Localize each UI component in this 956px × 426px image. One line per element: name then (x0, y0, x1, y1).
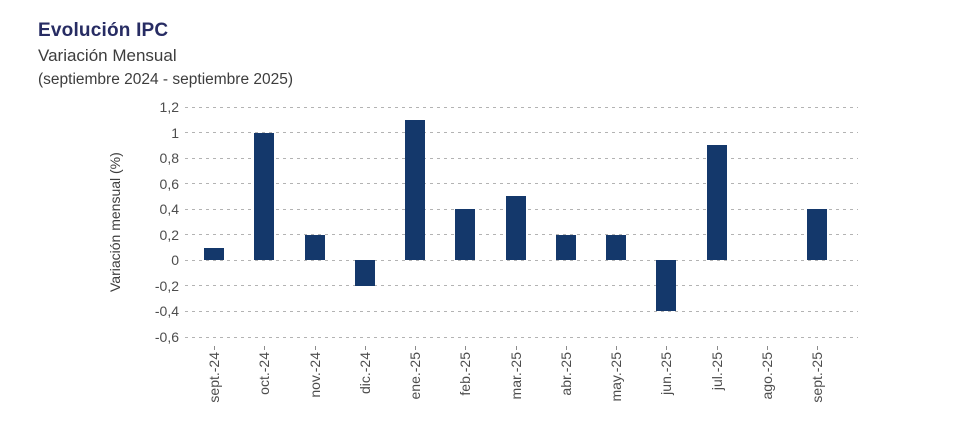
x-label-dic-24: dic.-24 (356, 352, 373, 395)
x-label-sept-24: sept.-24 (206, 352, 222, 403)
x-label-jun-25: jun.-25 (658, 352, 675, 395)
x-tick-sept-24 (214, 346, 215, 350)
x-tick-feb-25 (465, 346, 467, 350)
y-tick-0-2: 0,2 (159, 226, 179, 243)
gridline-0 (185, 259, 858, 261)
chart-period: (septiembre 2024 - septiembre 2025) (38, 71, 294, 88)
x-tick-may-25 (616, 346, 617, 350)
x-tick-dic-24 (364, 346, 366, 350)
y-tick-0-6: -0,6 (154, 329, 179, 345)
x-label-may-25: may.-25 (608, 352, 624, 402)
bar-ene-25 (405, 119, 425, 261)
bar-sept-24 (204, 247, 224, 261)
x-tick-oct-24 (264, 346, 266, 350)
bar-oct-24 (254, 132, 275, 261)
bar-abr-25 (555, 234, 576, 261)
gridline-1 (185, 132, 858, 134)
x-label-feb-25: feb.-25 (457, 352, 474, 396)
x-tick-jun-25 (666, 346, 668, 350)
x-label-nov-24: nov.-24 (306, 352, 323, 398)
bar-jul-25 (706, 145, 727, 261)
bar-nov-24 (304, 234, 325, 261)
gridline-0-2 (185, 285, 858, 287)
x-label-abr-25: abr.-25 (557, 352, 574, 396)
x-label-oct-24: oct.-24 (256, 352, 273, 395)
chart-title: Evolución IPC (38, 20, 169, 41)
gridline-0-6 (185, 336, 858, 338)
bar-jun-25 (656, 260, 677, 312)
x-label-ago-25: ago.-25 (758, 352, 775, 400)
chart-header: Evolución IPC Variación Mensual (septiem… (38, 18, 293, 91)
gridline-0-8 (185, 157, 858, 159)
bar-may-25 (606, 234, 626, 261)
x-tick-abr-25 (565, 346, 567, 350)
y-tick-0-4: 0,4 (159, 201, 179, 218)
y-tick-1: 1 (171, 124, 179, 141)
y-axis-label: Variación mensual (%) (107, 152, 123, 292)
x-tick-mar-25 (515, 346, 517, 350)
y-tick-1-2: 1,2 (159, 99, 179, 115)
x-label-mar-25: mar.-25 (507, 352, 524, 400)
x-label-jul-25: jul.-25 (708, 352, 725, 391)
chart-subtitle: Variación Mensual (38, 46, 177, 65)
gridline-0-6 (185, 183, 858, 185)
gridline-1-2 (185, 106, 858, 108)
bar-mar-25 (505, 196, 526, 261)
x-tick-sept-25 (817, 346, 818, 350)
x-label-ene-25: ene.-25 (407, 352, 423, 400)
y-tick-0-8: 0,8 (159, 150, 179, 167)
bar-feb-25 (455, 209, 476, 261)
x-tick-ene-25 (415, 346, 416, 350)
y-tick-0-4: -0,4 (154, 303, 179, 320)
x-tick-ago-25 (766, 346, 768, 350)
x-label-sept-25: sept.-25 (809, 352, 825, 403)
y-tick-0: 0 (171, 252, 179, 269)
bar-sept-25 (807, 209, 827, 261)
gridline-0-4 (185, 310, 858, 312)
y-tick-0-6: 0,6 (159, 175, 179, 192)
x-tick-nov-24 (314, 346, 316, 350)
bar-dic-24 (354, 260, 375, 286)
x-tick-jul-25 (716, 346, 718, 350)
y-tick-0-2: -0,2 (154, 277, 179, 294)
